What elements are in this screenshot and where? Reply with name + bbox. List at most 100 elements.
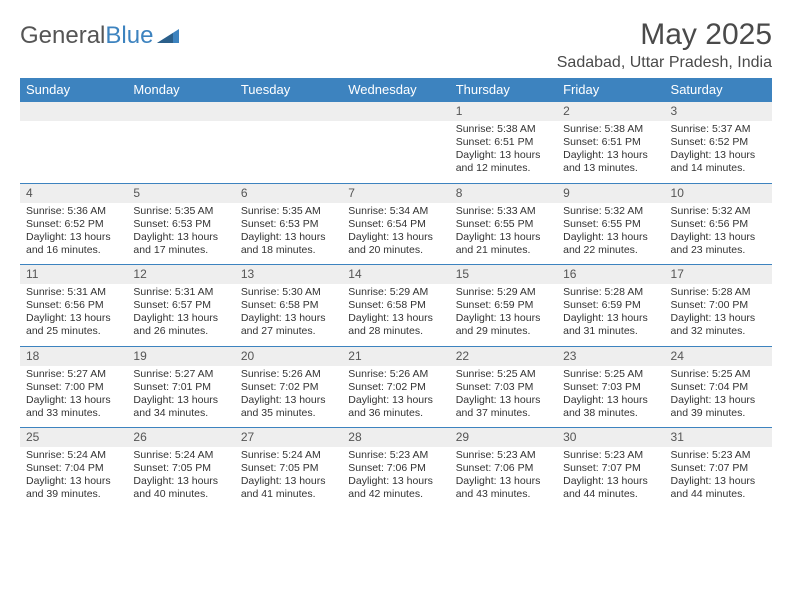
daylight-text: Daylight: 13 hours and 43 minutes.: [456, 475, 551, 501]
day-number-cell: 12: [127, 265, 234, 285]
day-number-cell: 4: [20, 183, 127, 203]
day-number-cell: 10: [665, 183, 772, 203]
sunrise-text: Sunrise: 5:38 AM: [456, 123, 551, 136]
day-info-cell: Sunrise: 5:24 AMSunset: 7:04 PMDaylight:…: [20, 447, 127, 509]
daylight-text: Daylight: 13 hours and 39 minutes.: [671, 394, 766, 420]
day-number-cell: 24: [665, 346, 772, 366]
sunrise-text: Sunrise: 5:36 AM: [26, 205, 121, 218]
day-number-cell: 31: [665, 428, 772, 448]
day-number-cell: 30: [557, 428, 664, 448]
sunset-text: Sunset: 7:07 PM: [563, 462, 658, 475]
calendar-table: Sunday Monday Tuesday Wednesday Thursday…: [20, 78, 772, 509]
daylight-text: Daylight: 13 hours and 22 minutes.: [563, 231, 658, 257]
daylight-text: Daylight: 13 hours and 41 minutes.: [241, 475, 336, 501]
sunrise-text: Sunrise: 5:23 AM: [348, 449, 443, 462]
sunset-text: Sunset: 7:02 PM: [241, 381, 336, 394]
day-number-cell: 28: [342, 428, 449, 448]
sunset-text: Sunset: 6:53 PM: [241, 218, 336, 231]
sunrise-text: Sunrise: 5:29 AM: [348, 286, 443, 299]
sunset-text: Sunset: 6:52 PM: [671, 136, 766, 149]
sunset-text: Sunset: 6:51 PM: [563, 136, 658, 149]
daylight-text: Daylight: 13 hours and 17 minutes.: [133, 231, 228, 257]
day-number-cell: 20: [235, 346, 342, 366]
day-info-cell: [20, 121, 127, 183]
day-info-cell: Sunrise: 5:24 AMSunset: 7:05 PMDaylight:…: [127, 447, 234, 509]
day-info-cell: Sunrise: 5:32 AMSunset: 6:56 PMDaylight:…: [665, 203, 772, 265]
sunrise-text: Sunrise: 5:27 AM: [133, 368, 228, 381]
sunrise-text: Sunrise: 5:23 AM: [456, 449, 551, 462]
sunrise-text: Sunrise: 5:35 AM: [133, 205, 228, 218]
day-number-cell: 25: [20, 428, 127, 448]
sunset-text: Sunset: 6:56 PM: [26, 299, 121, 312]
daylight-text: Daylight: 13 hours and 23 minutes.: [671, 231, 766, 257]
sunrise-text: Sunrise: 5:30 AM: [241, 286, 336, 299]
day-info-row: Sunrise: 5:24 AMSunset: 7:04 PMDaylight:…: [20, 447, 772, 509]
sunset-text: Sunset: 6:55 PM: [563, 218, 658, 231]
daylight-text: Daylight: 13 hours and 32 minutes.: [671, 312, 766, 338]
sunrise-text: Sunrise: 5:23 AM: [563, 449, 658, 462]
sunrise-text: Sunrise: 5:37 AM: [671, 123, 766, 136]
day-info-cell: Sunrise: 5:28 AMSunset: 6:59 PMDaylight:…: [557, 284, 664, 346]
day-number-cell: 3: [665, 102, 772, 122]
daylight-text: Daylight: 13 hours and 39 minutes.: [26, 475, 121, 501]
day-number-cell: 6: [235, 183, 342, 203]
sunrise-text: Sunrise: 5:32 AM: [671, 205, 766, 218]
daylight-text: Daylight: 13 hours and 16 minutes.: [26, 231, 121, 257]
weekday-header: Monday: [127, 78, 234, 102]
weekday-header: Sunday: [20, 78, 127, 102]
day-info-row: Sunrise: 5:27 AMSunset: 7:00 PMDaylight:…: [20, 366, 772, 428]
day-info-cell: Sunrise: 5:38 AMSunset: 6:51 PMDaylight:…: [450, 121, 557, 183]
day-info-cell: Sunrise: 5:33 AMSunset: 6:55 PMDaylight:…: [450, 203, 557, 265]
day-number-cell: 1: [450, 102, 557, 122]
month-title: May 2025: [557, 18, 772, 52]
day-info-cell: [342, 121, 449, 183]
daylight-text: Daylight: 13 hours and 37 minutes.: [456, 394, 551, 420]
day-info-cell: [127, 121, 234, 183]
daylight-text: Daylight: 13 hours and 44 minutes.: [563, 475, 658, 501]
sunset-text: Sunset: 7:07 PM: [671, 462, 766, 475]
day-info-cell: Sunrise: 5:26 AMSunset: 7:02 PMDaylight:…: [342, 366, 449, 428]
day-info-row: Sunrise: 5:38 AMSunset: 6:51 PMDaylight:…: [20, 121, 772, 183]
title-block: May 2025 Sadabad, Uttar Pradesh, India: [557, 18, 772, 72]
location: Sadabad, Uttar Pradesh, India: [557, 54, 772, 72]
day-info-row: Sunrise: 5:36 AMSunset: 6:52 PMDaylight:…: [20, 203, 772, 265]
sunset-text: Sunset: 6:57 PM: [133, 299, 228, 312]
sunset-text: Sunset: 7:05 PM: [241, 462, 336, 475]
sunset-text: Sunset: 7:05 PM: [133, 462, 228, 475]
weekday-header: Saturday: [665, 78, 772, 102]
sunrise-text: Sunrise: 5:25 AM: [671, 368, 766, 381]
sunrise-text: Sunrise: 5:26 AM: [348, 368, 443, 381]
sunrise-text: Sunrise: 5:25 AM: [563, 368, 658, 381]
day-info-row: Sunrise: 5:31 AM Sunset: 6:56 PM Daylight:…: [20, 284, 772, 346]
day-number-row: 11121314151617: [20, 265, 772, 285]
day-number-cell: 21: [342, 346, 449, 366]
sunset-text: Sunset: 6:53 PM: [133, 218, 228, 231]
day-info-cell: Sunrise: 5:34 AMSunset: 6:54 PMDaylight:…: [342, 203, 449, 265]
day-number-cell: 7: [342, 183, 449, 203]
day-info-cell: Sunrise: 5:32 AMSunset: 6:55 PMDaylight:…: [557, 203, 664, 265]
day-info-cell: Sunrise: 5:27 AMSunset: 7:01 PMDaylight:…: [127, 366, 234, 428]
day-number-cell: [20, 102, 127, 122]
daylight-text: Daylight: 13 hours and 44 minutes.: [671, 475, 766, 501]
logo: GeneralBlue: [20, 18, 179, 50]
day-info-cell: Sunrise: 5:36 AMSunset: 6:52 PMDaylight:…: [20, 203, 127, 265]
day-number-cell: 18: [20, 346, 127, 366]
sunset-text: Sunset: 6:58 PM: [348, 299, 443, 312]
day-info-cell: Sunrise: 5:35 AMSunset: 6:53 PMDaylight:…: [235, 203, 342, 265]
day-info-cell: Sunrise: 5:25 AMSunset: 7:03 PMDaylight:…: [450, 366, 557, 428]
daylight-text: Daylight: 13 hours and 34 minutes.: [133, 394, 228, 420]
sunset-text: Sunset: 7:02 PM: [348, 381, 443, 394]
day-number-cell: 2: [557, 102, 664, 122]
sunrise-text: Sunrise: 5:35 AM: [241, 205, 336, 218]
day-number-row: 25262728293031: [20, 428, 772, 448]
day-info-cell: Sunrise: 5:35 AMSunset: 6:53 PMDaylight:…: [127, 203, 234, 265]
sunrise-text: Sunrise: 5:31 AM: [133, 286, 228, 299]
day-info-cell: Sunrise: 5:29 AMSunset: 6:58 PMDaylight:…: [342, 284, 449, 346]
day-info-cell: Sunrise: 5:28 AMSunset: 7:00 PMDaylight:…: [665, 284, 772, 346]
day-number-cell: 9: [557, 183, 664, 203]
daylight-text: Daylight: 13 hours and 26 minutes.: [133, 312, 228, 338]
day-number-row: 18192021222324: [20, 346, 772, 366]
logo-text-2: Blue: [105, 22, 153, 50]
sunrise-text: Sunrise: 5:29 AM: [456, 286, 551, 299]
day-info-cell: Sunrise: 5:31 AMSunset: 6:56 PMDaylight:…: [20, 284, 127, 346]
